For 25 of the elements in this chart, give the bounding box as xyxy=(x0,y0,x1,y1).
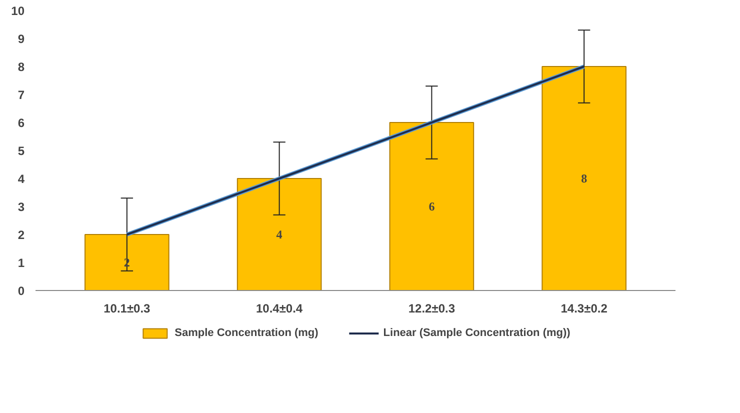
line-series xyxy=(124,64,586,236)
y-tick-label: 4 xyxy=(18,172,25,186)
y-tick-label: 6 xyxy=(18,116,25,130)
y-tick-label: 7 xyxy=(18,88,25,102)
data-label: 4 xyxy=(276,228,282,242)
legend-label: Sample Concentration (mg) xyxy=(174,326,318,340)
y-tick-label: 5 xyxy=(18,144,25,158)
x-tick-label: 12.2±0.3 xyxy=(408,302,456,316)
legend-label: Linear (Sample Concentration (mg)) xyxy=(383,326,570,340)
y-tick-label: 9 xyxy=(18,32,25,46)
x-tick-label: 10.1±0.3 xyxy=(104,302,151,316)
x-tick-label: 10.4±0.4 xyxy=(256,302,303,316)
y-tick-label: 2 xyxy=(18,228,25,242)
y-tick-label: 3 xyxy=(18,200,25,214)
y-tick-label: 0 xyxy=(18,284,25,298)
bar xyxy=(389,122,474,290)
data-label: 6 xyxy=(428,200,435,214)
x-tick-label: 14.3±0.2 xyxy=(560,302,608,316)
bar xyxy=(236,178,322,290)
y-tick-label: 10 xyxy=(11,4,25,18)
y-tick-label: 1 xyxy=(18,256,25,270)
data-label: 8 xyxy=(581,172,588,186)
bar xyxy=(84,234,170,290)
y-tick-label: 8 xyxy=(18,60,25,74)
bar xyxy=(542,66,626,290)
